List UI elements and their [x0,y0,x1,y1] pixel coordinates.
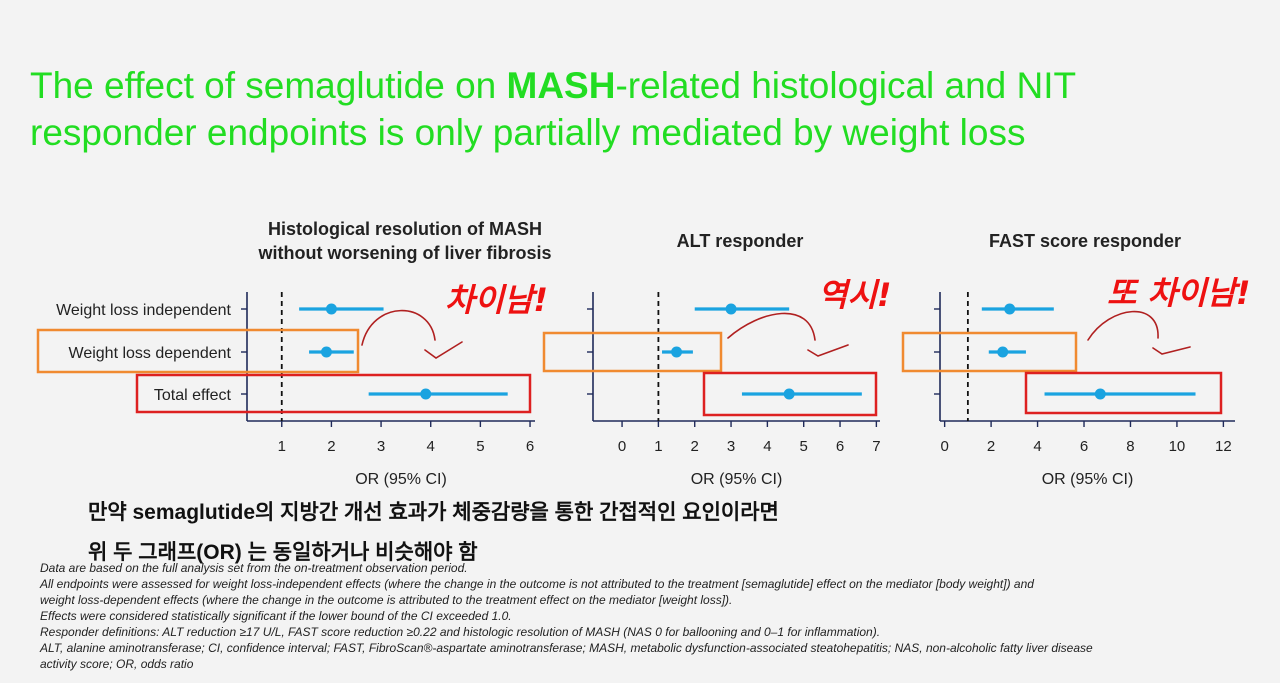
panel3-title: FAST score responder [988,231,1182,251]
x-tick-label: 3 [727,438,735,455]
x-tick-label: 2 [691,438,699,455]
x-axis-label: OR (95% CI) [691,471,783,488]
highlight-box-dependent [36,328,360,374]
annotation-text: 또 차이남! [1107,274,1251,312]
x-tick-label: 2 [327,438,335,455]
x-axis-label: OR (95% CI) [355,471,447,488]
x-tick-label: 10 [1169,438,1186,455]
korean-note-rest: 의 지방간 개선 효과가 체중감량을 통한 간접적인 요인이라면 [255,501,779,524]
x-tick-label: 8 [1126,438,1134,455]
x-tick-label: 5 [800,438,808,455]
korean-note-line1: 만약 semaglutide의 지방간 개선 효과가 체중감량을 통한 간접적인… [88,496,779,526]
x-tick-label: 6 [526,438,534,455]
highlight-box-total [702,371,878,417]
or-point [1094,388,1106,400]
x-tick-label: 12 [1215,438,1232,455]
or-point [997,346,1009,358]
panel2-title: ALT responder [676,231,804,251]
korean-note-prefix: 만약 [88,501,133,524]
annotation-text: 역시! [818,276,891,314]
or-point [1004,303,1016,315]
highlight-box-dependent [901,331,1078,373]
or-point [325,303,337,315]
x-tick-label: 6 [836,438,844,455]
highlight-box-dependent [542,331,723,373]
annotation-text: 차이남! [445,281,548,319]
x-tick-label: 4 [427,438,435,455]
footnote-line: Effects were considered statistically si… [40,609,512,623]
row-label: Weight loss independent [56,302,231,319]
x-tick-label: 1 [278,438,286,455]
row-label: Total effect [154,387,232,404]
footnote-line: ALT, alanine aminotransferase; CI, confi… [40,641,1093,655]
x-tick-label: 0 [618,438,626,455]
title-bold: MASH [506,65,616,106]
footnote-line: Responder definitions: ALT reduction ≥17… [40,625,881,639]
x-tick-label: 7 [872,438,880,455]
or-point [725,303,737,315]
handwritten-arrow [361,309,463,359]
korean-note-line2: 위 두 그래프(OR) 는 동일하거나 비슷해야 함 [88,541,478,564]
or-point [420,388,432,400]
x-tick-label: 0 [940,438,948,455]
x-tick-label: 4 [1033,438,1041,455]
handwritten-arrow [727,312,849,357]
footnote-line: activity score; OR, odds ratio [40,657,194,671]
x-tick-label: 4 [763,438,771,455]
panel1-title: Histological resolution of MASH without … [258,219,552,263]
highlight-box-total [1024,371,1223,415]
footnote-line: weight loss-dependent effects (where the… [40,593,733,607]
footnote-line: Data are based on the full analysis set … [40,561,468,575]
or-point [783,388,795,400]
x-tick-label: 1 [654,438,662,455]
slide-title: The effect of semaglutide on MASH-relate… [30,62,1250,156]
title-part1: The effect of semaglutide on [30,65,507,106]
x-tick-label: 5 [476,438,484,455]
row-label: Weight loss dependent [69,345,232,362]
handwritten-arrow [1087,310,1191,355]
x-tick-label: 3 [377,438,385,455]
x-axis-label: OR (95% CI) [1042,471,1134,488]
x-tick-label: 2 [987,438,995,455]
or-point [671,346,683,358]
footnotes: Data are based on the full analysis set … [40,560,1240,672]
highlight-box-total [135,373,532,414]
or-point [320,346,332,358]
korean-note-drug: semaglutide [132,501,256,524]
footnote-line: All endpoints were assessed for weight l… [40,577,1034,591]
title-part2: -related histological and NIT responder … [30,65,1076,153]
x-tick-label: 6 [1080,438,1088,455]
